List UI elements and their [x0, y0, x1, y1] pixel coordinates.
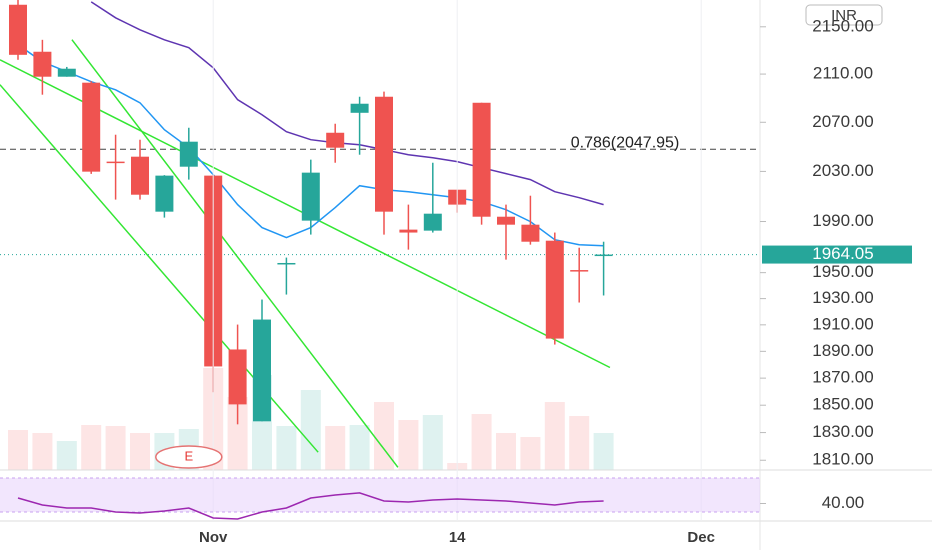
volume-bar: [520, 437, 541, 470]
volume-bar: [325, 426, 346, 470]
currency-box: [805, 4, 883, 26]
candle-body: [131, 156, 149, 195]
y-tick-label: 1930.00: [812, 288, 873, 307]
rsi-line: [17, 492, 604, 520]
y-tick-label: 2110.00: [813, 64, 873, 83]
volume-bar: [227, 397, 248, 470]
volume-bar: [300, 390, 321, 470]
y-tick-label: 1910.00: [812, 314, 873, 333]
y-tick-label: 1870.00: [812, 368, 873, 387]
candle-body: [350, 103, 369, 113]
candle-body: [179, 141, 198, 167]
rsi-band: [0, 477, 760, 513]
y-tick-label: 2030.00: [812, 161, 873, 180]
candle-body: [570, 270, 589, 272]
last-price-box: [762, 245, 912, 264]
candle-body: [594, 254, 613, 257]
candle-body: [545, 240, 564, 339]
earnings-marker: [155, 445, 223, 469]
y-tick-label: 1890.00: [812, 341, 873, 360]
y-tick-label: 1990.00: [812, 211, 873, 230]
candle-body: [301, 172, 320, 221]
volume-bar: [81, 425, 102, 470]
volume-bar: [105, 426, 126, 470]
x-tick-label: Dec: [687, 529, 715, 546]
volume-bar: [471, 414, 492, 470]
candle-body: [106, 161, 125, 164]
volume-bar: [593, 433, 614, 470]
candle-body: [423, 213, 442, 231]
candle-body: [497, 216, 515, 225]
candle-body: [399, 229, 418, 233]
y-tick-label: 2070.00: [812, 112, 873, 131]
candle-body: [375, 96, 393, 212]
y-tick-label: 2150.00: [812, 16, 873, 35]
fib-label: 0.786(2047.95): [571, 134, 680, 151]
volume-bar: [544, 402, 565, 470]
candle-body: [82, 82, 101, 172]
volume-bar: [496, 433, 516, 470]
candle-body: [155, 175, 174, 212]
volume-bar: [32, 433, 53, 470]
candle-body: [33, 51, 52, 77]
volume-layer: [8, 368, 614, 470]
candle-body: [253, 319, 271, 422]
candle-body: [9, 4, 27, 55]
volume-bar: [422, 415, 443, 470]
candle-body: [57, 68, 76, 77]
x-tick-label: Nov: [199, 529, 228, 546]
y-tick-label: 1950.00: [812, 262, 873, 281]
rsi-tick-label: 40.00: [822, 493, 865, 512]
volume-bar: [349, 425, 370, 470]
trend-line: [71, 39, 399, 468]
candle-body: [326, 132, 345, 148]
y-tick-label: 1850.00: [812, 395, 873, 414]
candle-body: [228, 349, 247, 405]
volume-bar: [374, 402, 394, 470]
volume-bar: [130, 433, 150, 470]
currency: INR: [831, 7, 857, 24]
candle-body: [277, 262, 296, 265]
volume-bar: [56, 441, 77, 470]
volume-bar: [8, 430, 28, 470]
volume-bar: [276, 426, 297, 470]
volume-bar: [569, 416, 590, 470]
x-tick-label: 14: [449, 529, 466, 546]
volume-bar: [398, 420, 419, 470]
earnings-label: E: [184, 448, 193, 463]
candle-body: [521, 224, 540, 242]
moving-average: [90, 1, 604, 206]
y-tick-label: 1810.00: [812, 450, 873, 469]
last-price-label: 1964.05: [812, 244, 873, 263]
y-tick-label: 1830.00: [812, 422, 873, 441]
price-layer: [0, 0, 760, 468]
candle-body: [472, 102, 491, 217]
